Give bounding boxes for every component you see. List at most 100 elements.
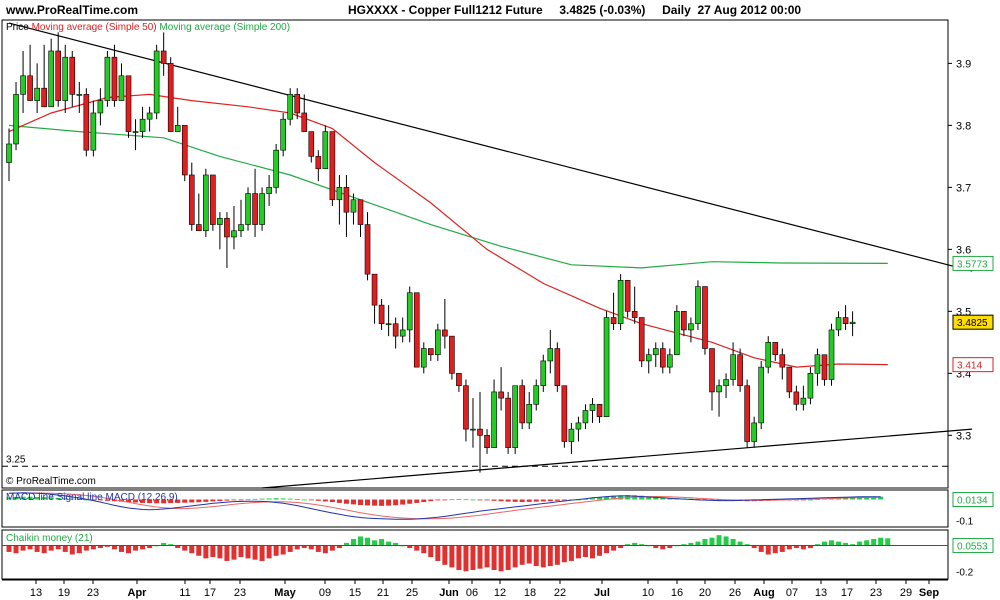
macd-bar — [470, 499, 476, 501]
chaikin-bar — [688, 542, 694, 546]
candle — [519, 379, 525, 430]
macd-bar — [189, 499, 195, 503]
candle — [463, 379, 469, 442]
x-tick-label: Aug — [753, 587, 774, 599]
candle — [231, 205, 237, 250]
candle — [730, 342, 736, 386]
chaikin-bar — [189, 545, 195, 554]
macd-bar — [498, 499, 504, 502]
chaikin-legend: Chaikin money (21) — [6, 533, 93, 544]
candle — [659, 342, 666, 374]
macd-bar — [456, 499, 462, 500]
chaikin-bar — [829, 540, 835, 546]
candle — [406, 286, 413, 343]
chaikin-bar — [751, 545, 757, 549]
macd-bar — [20, 496, 26, 500]
chaikin-bar — [407, 545, 413, 549]
candle — [308, 131, 315, 163]
x-tick-label: 23 — [234, 587, 246, 599]
macd-bar — [13, 496, 19, 500]
chaikin-bar — [343, 542, 349, 546]
macd-bar — [505, 499, 511, 502]
macd-bar — [175, 499, 181, 503]
macd-bar — [126, 499, 132, 503]
chaikin-bar — [329, 545, 335, 551]
macd-bar — [83, 499, 89, 501]
chaikin-bar — [597, 545, 603, 556]
chaikin-bar — [118, 545, 124, 552]
chaikin-bar — [76, 545, 82, 554]
x-tick-label: 29 — [900, 587, 912, 599]
chaikin-bar — [386, 541, 392, 546]
candle — [765, 336, 772, 374]
chaikin-bar — [456, 545, 462, 570]
macd-value-label: 0.0134 — [957, 496, 988, 507]
macd-bar — [695, 498, 701, 500]
candle — [610, 292, 617, 330]
candle — [505, 391, 511, 454]
chaikin-bar — [730, 539, 736, 546]
candle — [245, 187, 251, 231]
chaikin-bar — [484, 545, 490, 568]
macd-bar — [660, 497, 666, 500]
chaikin-bar — [34, 545, 40, 552]
macd-bar — [561, 499, 567, 501]
chaikin-bar — [625, 544, 631, 546]
last-value-label: 3.414 — [957, 361, 982, 372]
candle — [76, 81, 83, 113]
macd-bar — [196, 499, 202, 503]
ma200-line — [8, 124, 888, 269]
chaikin-bar — [336, 545, 342, 549]
chaikin-bar — [744, 544, 750, 546]
chaikin-bar — [414, 545, 420, 551]
x-tick-label: 21 — [377, 587, 389, 599]
candle — [34, 63, 40, 113]
macd-bar — [266, 498, 272, 500]
x-tick-label: 25 — [406, 587, 418, 599]
x-tick-label: 06 — [466, 587, 478, 599]
macd-bar — [702, 499, 708, 500]
macd-bar — [280, 498, 286, 500]
chaikin-bar — [611, 545, 617, 551]
candle — [575, 416, 582, 442]
candle — [399, 317, 406, 343]
chaikin-bar — [147, 545, 153, 549]
macd-bar — [484, 499, 490, 501]
macd-bar — [301, 499, 307, 501]
chaikin-bar — [519, 545, 525, 565]
macd-bar — [69, 498, 75, 500]
x-tick-label: 20 — [699, 587, 711, 599]
macd-bar — [526, 499, 532, 502]
chaikin-bar — [660, 545, 666, 550]
chaikin-bar — [20, 545, 26, 551]
macd-bar — [294, 499, 300, 500]
candle — [132, 119, 139, 151]
candle — [27, 44, 33, 101]
chaikin-bar — [126, 545, 132, 554]
chaikin-bar — [273, 545, 279, 556]
chaikin-bar — [182, 545, 188, 551]
macd-bar — [350, 499, 356, 505]
macd-bar — [48, 497, 54, 500]
macd-bar — [343, 499, 349, 504]
x-tick-label: 13 — [815, 587, 827, 599]
candle — [181, 125, 188, 182]
chaikin-bar — [13, 545, 19, 554]
candle — [491, 379, 497, 449]
macd-bar — [604, 496, 610, 500]
last-value-box — [952, 314, 994, 330]
chaikin-bar — [498, 545, 504, 572]
dashed-level-label: 3.25 — [6, 454, 26, 465]
candle — [533, 379, 540, 411]
chaikin-bar — [210, 545, 216, 558]
candle — [188, 162, 195, 231]
x-tick-label: 22 — [554, 587, 566, 599]
chaikin-bar — [639, 544, 645, 546]
candle — [364, 212, 371, 281]
x-tick-label: 09 — [319, 587, 331, 599]
chaikin-bar — [505, 545, 511, 570]
macd-bar — [597, 497, 603, 500]
chaikin-bar — [372, 540, 378, 546]
candle — [203, 168, 209, 237]
candle — [322, 125, 329, 170]
